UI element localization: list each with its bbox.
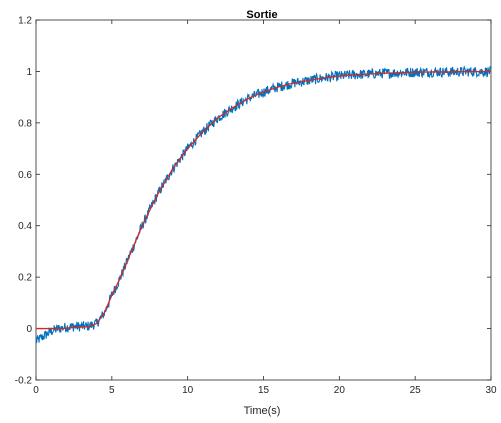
chart-title: Sortie xyxy=(246,9,277,21)
plot-area: 0 5 10 15 20 25 30-0.200.20.40.60.811.2 xyxy=(15,16,497,397)
series-model-line xyxy=(36,70,492,330)
y-tick-label: 1.2 xyxy=(18,16,32,27)
y-tick-label: 0.8 xyxy=(18,118,32,129)
y-tick-label: 0.2 xyxy=(18,273,32,284)
x-tick-label: 25 xyxy=(410,385,422,396)
y-tick-label: 0.4 xyxy=(18,221,32,232)
x-tick-label: 20 xyxy=(334,385,346,396)
y-tick-label: -0.2 xyxy=(15,376,33,387)
y-tick-label: 1 xyxy=(26,67,32,78)
y-tick-label: 0 xyxy=(26,324,32,335)
x-tick-label: 0 xyxy=(33,385,39,396)
y-tick-label: 0.6 xyxy=(18,170,32,181)
x-tick-label: 10 xyxy=(182,385,194,396)
x-tick-label: 15 xyxy=(258,385,270,396)
x-tick-label: 5 xyxy=(109,385,115,396)
x-tick-label: 30 xyxy=(485,385,497,396)
x-axis-label: Time(s) xyxy=(244,405,281,417)
series-measurement-line xyxy=(35,65,492,344)
